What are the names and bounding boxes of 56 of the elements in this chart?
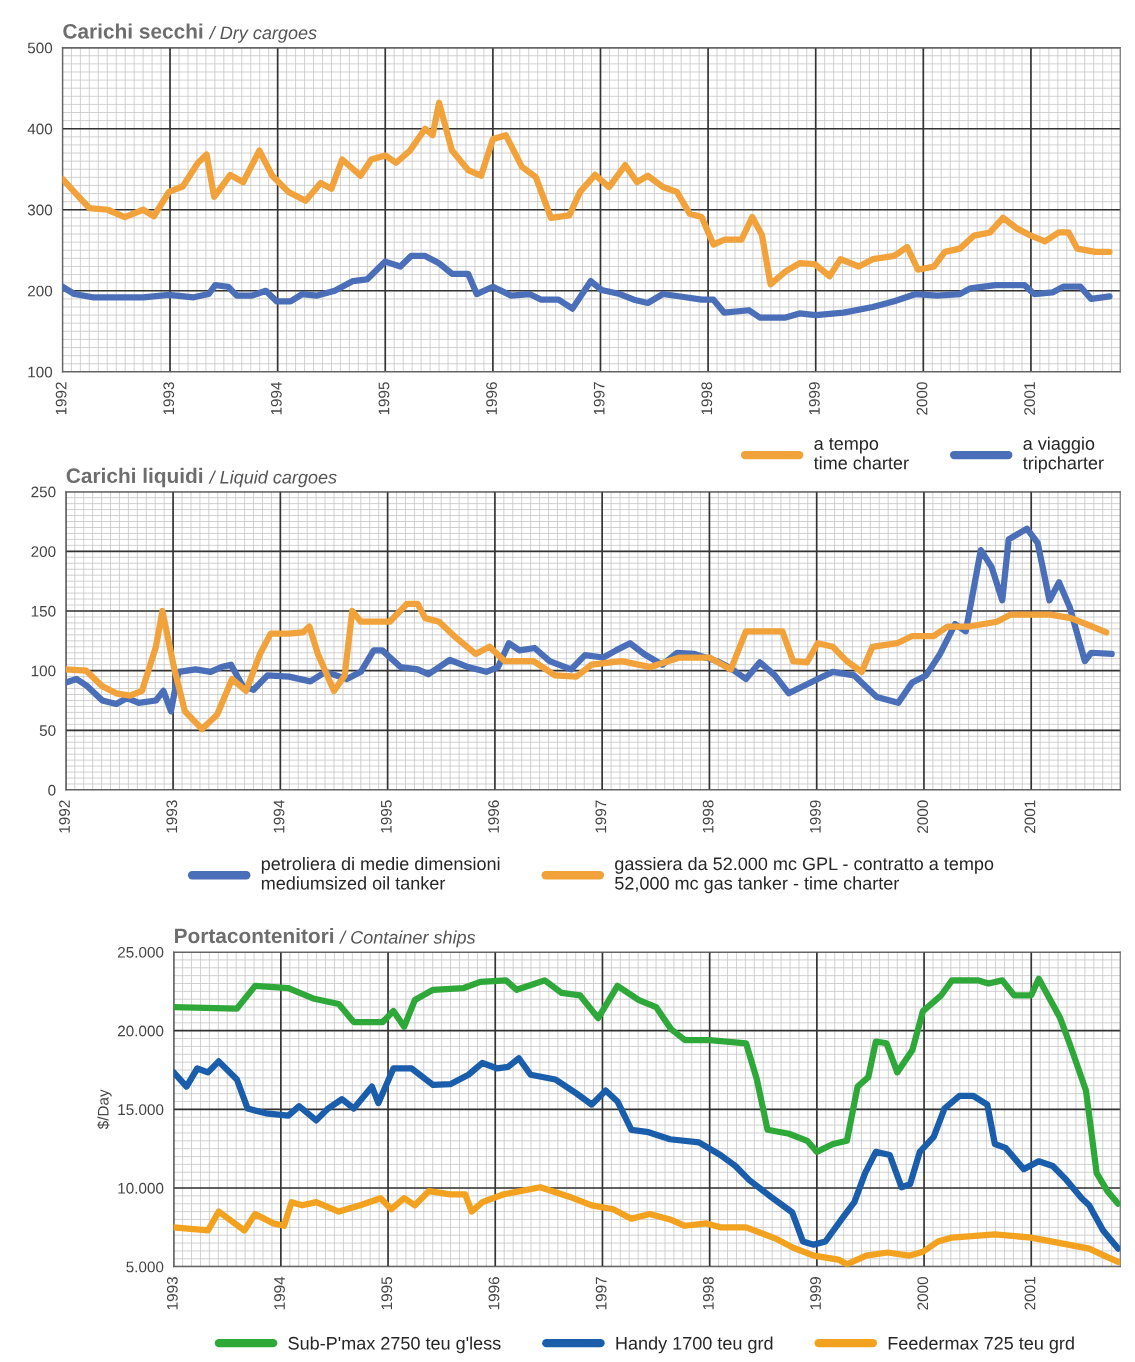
x-tick-label: 1994 — [274, 1276, 285, 1310]
x-tick-label: 1996 — [486, 382, 497, 415]
x-tick-label: 1992 — [59, 800, 70, 833]
x-tick-label: 1993 — [163, 382, 175, 415]
x-tick-label: 1997 — [595, 1277, 607, 1310]
y-tick-label: 300 — [27, 204, 53, 216]
y-axis-title: $/Day — [97, 1089, 112, 1130]
x-tick-label: 1993 — [166, 800, 178, 833]
x-tick-label: 2000 — [916, 382, 928, 415]
y-tick-label: 400 — [27, 123, 53, 135]
x-tick-label: 1994 — [270, 381, 282, 415]
y-tick-label: 0 — [48, 784, 56, 796]
legend-label: a viaggio tripcharter — [1023, 436, 1104, 473]
x-tick-label: 1993 — [166, 1277, 178, 1310]
legend-label: Handy 1700 teu grd — [616, 1336, 773, 1354]
x-tick-label: 2000 — [917, 1276, 929, 1310]
y-tick-label: 50 — [39, 725, 56, 736]
y-tick-label: 150 — [31, 605, 56, 617]
chart-title: Carichi liquidi / Liquid cargoes — [66, 467, 337, 488]
x-tick-label: 2001 — [1024, 1277, 1036, 1310]
y-tick-label: 10.000 — [118, 1182, 164, 1194]
chart-title: Portacontenitori / Container ships — [175, 927, 476, 948]
x-tick-label: 1992 — [55, 382, 67, 415]
x-tick-label: 2001 — [1024, 382, 1036, 415]
y-tick-label: 250 — [31, 486, 56, 498]
legend-label: Sub-P'max 2750 teu g'less — [288, 1336, 501, 1354]
x-tick-label: 2001 — [1024, 800, 1036, 833]
x-tick-label: 1997 — [595, 800, 607, 833]
x-tick-label: 1999 — [808, 382, 820, 415]
legend-label: gassiera da 52.000 mc GPL - contratto a tempo 52,000 mc gas tanker - time charter — [615, 856, 994, 894]
x-tick-label: 1998 — [701, 382, 713, 415]
y-tick-label: 15.000 — [118, 1104, 164, 1116]
x-tick-label: 1999 — [809, 800, 821, 833]
x-tick-label: 1998 — [702, 800, 714, 833]
y-tick-label: 500 — [27, 42, 53, 54]
x-tick-label: 1994 — [273, 800, 285, 833]
x-tick-label: 1996 — [488, 1277, 500, 1310]
y-tick-label: 100 — [31, 665, 56, 677]
chart-title: Carichi secchi / Dry cargoes — [63, 23, 317, 43]
legend-label: a tempo time charter — [813, 438, 909, 470]
y-tick-label: 20.000 — [117, 1025, 164, 1037]
y-tick-label: 25.000 — [117, 946, 164, 958]
x-tick-label: 1996 — [488, 800, 499, 833]
legend-label: Feedermax 725 teu grd — [888, 1336, 1074, 1354]
x-tick-label: 1995 — [380, 800, 392, 833]
x-tick-label: 1997 — [593, 382, 605, 415]
y-tick-label: 100 — [28, 366, 53, 378]
legend-label: petroliera di medie dimensioni mediumsized oil tanker — [261, 856, 500, 890]
x-tick-label: 2000 — [917, 800, 929, 833]
y-tick-label: 200 — [27, 285, 53, 297]
x-tick-label: 1995 — [381, 1277, 393, 1310]
x-tick-label: 1998 — [702, 1277, 714, 1310]
y-tick-label: 5.000 — [126, 1261, 164, 1273]
x-tick-label: 1995 — [378, 382, 390, 415]
x-tick-label: 1999 — [810, 1277, 821, 1310]
y-tick-label: 200 — [31, 546, 56, 558]
